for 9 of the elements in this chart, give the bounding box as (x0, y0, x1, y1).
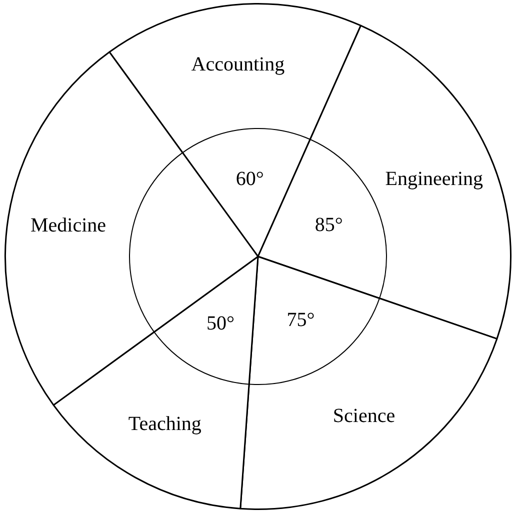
data-label: 50° (206, 312, 235, 334)
slice-label: Accounting (191, 54, 285, 76)
data-label: 85° (314, 214, 343, 236)
slice-label: Teaching (128, 412, 202, 435)
data-label: 60° (236, 168, 264, 190)
slice-label: Medicine (30, 214, 106, 237)
slice-label: Science (332, 404, 396, 427)
slice-label: Engineering (385, 168, 484, 190)
data-label: 75° (286, 309, 315, 332)
